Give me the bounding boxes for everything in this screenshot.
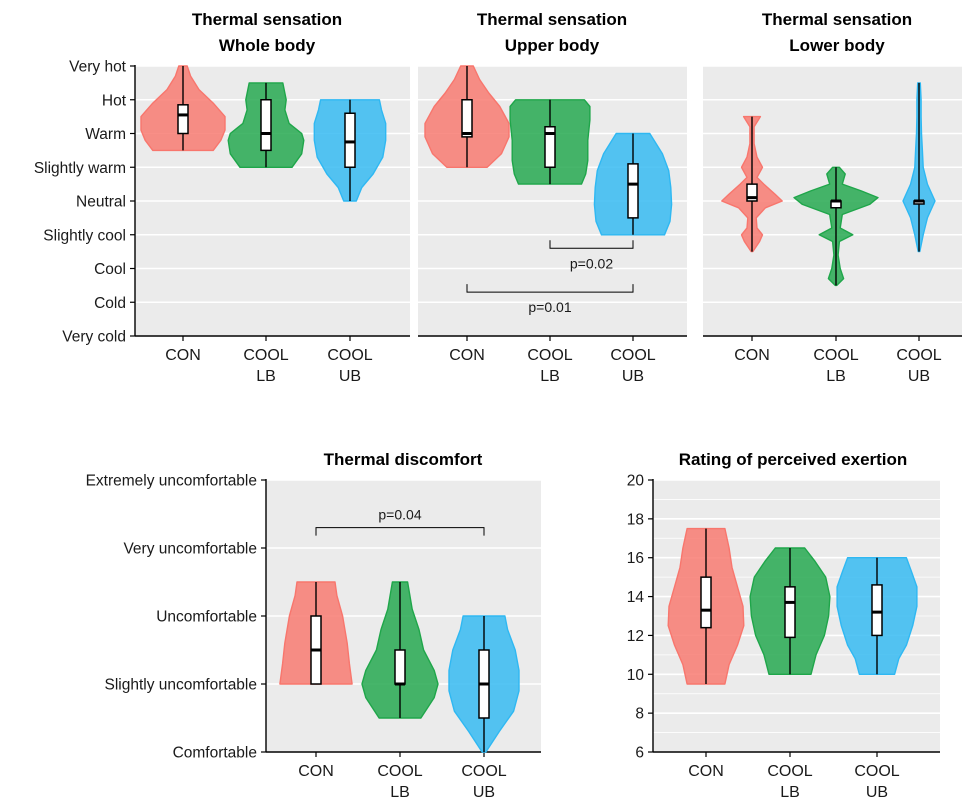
panel-5-ytick-label: 10 xyxy=(627,667,645,684)
panel-5-title: Rating of perceived exertion xyxy=(679,450,908,469)
panel-3-xtick-label: UB xyxy=(908,368,930,385)
panel-5-ytick-label: 20 xyxy=(627,473,645,490)
panel-1-xtick-label: COOL xyxy=(243,347,288,364)
panel-1-title: Whole body xyxy=(219,36,316,55)
boxplot-box xyxy=(784,586,796,639)
panel-4-xtick-label: COOL xyxy=(461,763,506,780)
panel-1-ytick-label: Very hot xyxy=(69,59,127,76)
panel-2-xtick-label: UB xyxy=(622,368,644,385)
significance-label: p=0.04 xyxy=(378,507,421,523)
panel-1-xtick-label: UB xyxy=(339,368,361,385)
panel-5-xtick-label: UB xyxy=(866,784,888,800)
panel-1-xtick-label: LB xyxy=(256,368,276,385)
panel-5-ytick-label: 18 xyxy=(627,511,644,528)
boxplot-box xyxy=(627,163,639,219)
panel-2-xtick-label: LB xyxy=(540,368,560,385)
panel-3-title: Lower body xyxy=(789,36,885,55)
panel-4-ytick-label: Slightly uncomfortable xyxy=(105,677,258,694)
panel-2-xtick-label: COOL xyxy=(610,347,655,364)
panel-2-title: Upper body xyxy=(505,36,600,55)
panel-4-ytick-label: Very uncomfortable xyxy=(123,541,257,558)
panel-1-ytick-label: Slightly cool xyxy=(43,227,126,244)
panel-3-xtick-label: CON xyxy=(734,347,770,364)
boxplot-box xyxy=(544,126,556,168)
boxplot-box xyxy=(461,99,473,138)
panel-5-ytick-label: 8 xyxy=(635,706,644,723)
panel-1-ytick-label: Neutral xyxy=(76,194,126,211)
panel-3-xtick-label: COOL xyxy=(813,347,858,364)
panel-4-ytick-label: Comfortable xyxy=(173,745,257,762)
significance-label: p=0.01 xyxy=(528,299,571,315)
significance-bracket xyxy=(466,284,634,293)
boxplot-box xyxy=(260,99,272,152)
panel-5-xtick-label: CON xyxy=(688,763,724,780)
panel-2-xtick-label: COOL xyxy=(527,347,572,364)
boxplot-box xyxy=(700,576,712,629)
panel-5-xtick-label: COOL xyxy=(854,763,899,780)
panel-5-ytick-label: 6 xyxy=(635,745,644,762)
panel-4-xtick-label: LB xyxy=(390,784,410,800)
significance-bracket xyxy=(549,240,634,249)
panel-3-title: Thermal sensation xyxy=(762,10,912,29)
boxplot-box xyxy=(746,183,758,202)
panel-4-xtick-label: COOL xyxy=(377,763,422,780)
panel-1-xtick-label: CON xyxy=(165,347,201,364)
panel-5-ytick-label: 12 xyxy=(627,628,644,645)
panel-4-xtick-label: UB xyxy=(473,784,495,800)
panel-5-xtick-label: COOL xyxy=(767,763,812,780)
panel-2-title: Thermal sensation xyxy=(477,10,627,29)
panel-1-xtick-label: COOL xyxy=(327,347,372,364)
panel-4-xtick-label: CON xyxy=(298,763,334,780)
panel-1-ytick-label: Cool xyxy=(94,261,126,278)
boxplot-box xyxy=(871,584,883,637)
panel-5-ytick-label: 14 xyxy=(627,589,645,606)
panel-1-ytick-label: Very cold xyxy=(62,329,126,346)
boxplot-box xyxy=(177,104,189,135)
panel-1-ytick-label: Cold xyxy=(94,295,126,312)
panel-2-xtick-label: CON xyxy=(449,347,485,364)
panel-1-title: Thermal sensation xyxy=(192,10,342,29)
significance-label: p=0.02 xyxy=(570,255,613,271)
panel-3-xtick-label: COOL xyxy=(896,347,941,364)
boxplot-box xyxy=(344,112,356,168)
panel-1-ytick-label: Hot xyxy=(102,92,127,109)
panel-4-ytick-label: Uncomfortable xyxy=(156,609,257,626)
panel-1-ytick-label: Warm xyxy=(85,126,126,143)
boxplot-box xyxy=(394,649,406,685)
panel-3-xtick-label: LB xyxy=(826,368,846,385)
panel-4-ytick-label: Extremely uncomfortable xyxy=(86,473,257,490)
panel-5-xtick-label: LB xyxy=(780,784,800,800)
panel-4-title: Thermal discomfort xyxy=(324,450,483,469)
panel-1-ytick-label: Slightly warm xyxy=(34,160,126,177)
panel-5-ytick-label: 16 xyxy=(627,550,644,567)
significance-bracket xyxy=(315,527,485,536)
